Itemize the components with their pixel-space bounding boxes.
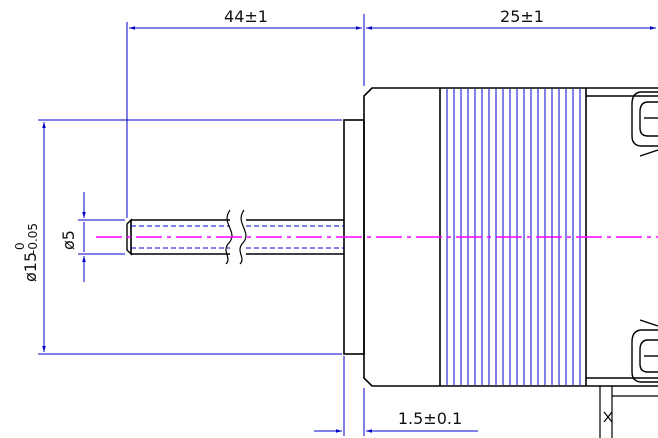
pilot-tol-upper: 0: [13, 242, 27, 250]
mounting-tab-top: [631, 91, 658, 157]
dim-shaft-diameter-label: ø5: [59, 230, 78, 250]
dim-shaft-length-label: 44±1: [224, 7, 268, 26]
shaft-break-mark: [225, 209, 247, 265]
dim-pilot-height-label: 1.5±0.1: [398, 409, 462, 428]
shaft-hidden-lines: [131, 225, 344, 249]
mounting-tab-bottom: [631, 319, 658, 383]
dim-shaft-length: [126, 14, 365, 218]
pilot-tol-lower: -0.05: [26, 223, 40, 254]
lead-wires: [599, 386, 658, 438]
pilot-diameter-main: ø15: [21, 252, 40, 282]
shaft: [126, 218, 344, 256]
dim-pilot-diameter: [38, 119, 342, 355]
dim-pilot-height: [314, 356, 478, 436]
dim-shaft-diameter: [78, 192, 125, 282]
dim-body-length-label: 25±1: [500, 7, 544, 26]
dim-pilot-diameter-label: ø15 0 -0.05: [13, 223, 40, 282]
